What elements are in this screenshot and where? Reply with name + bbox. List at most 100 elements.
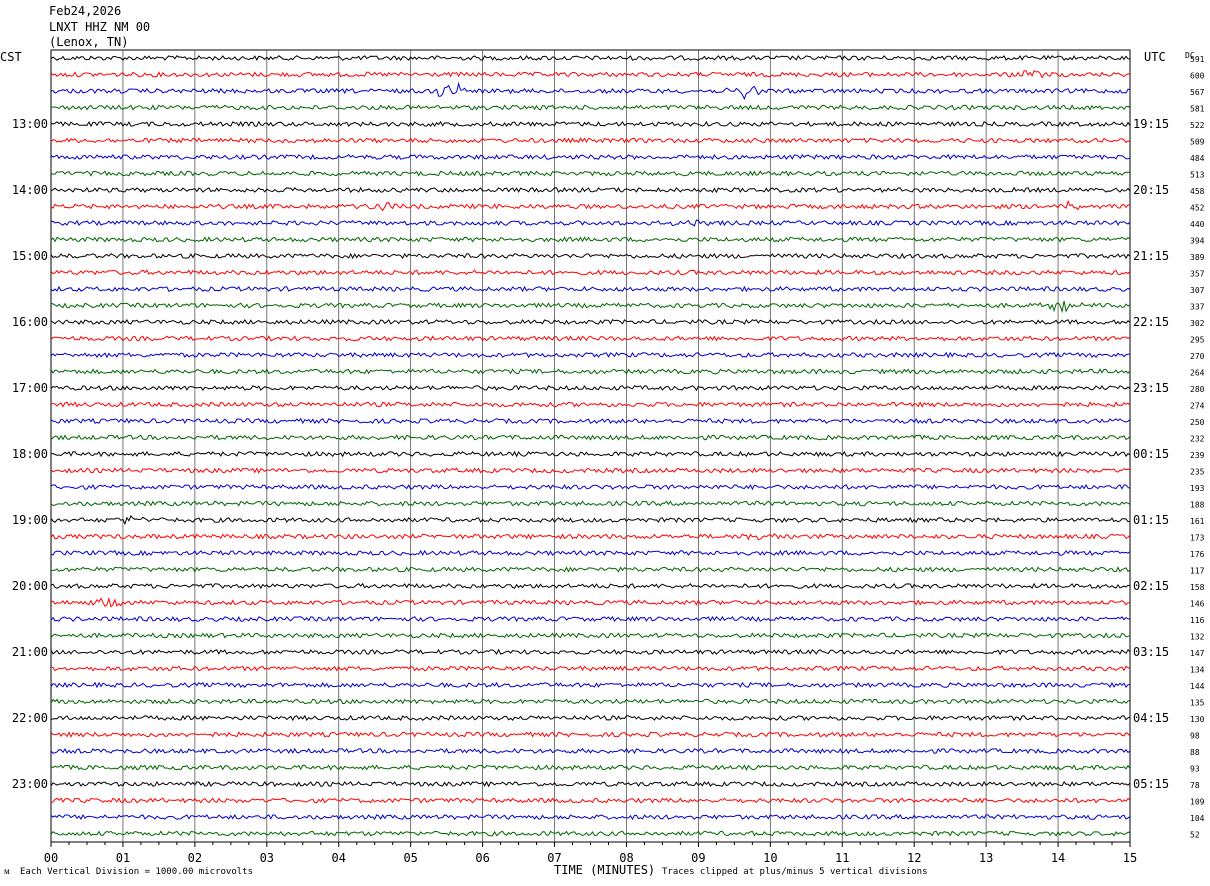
dc-offset-label: 109: [1190, 798, 1205, 807]
dc-offset-label: 134: [1190, 666, 1205, 675]
utc-hour-label: 20:15: [1133, 183, 1169, 197]
seismic-trace: [50, 335, 1131, 342]
seismic-trace: [50, 596, 1131, 608]
dc-offset-label: 135: [1190, 699, 1205, 708]
seismic-trace: [50, 69, 1131, 79]
dc-offset-label: 146: [1190, 600, 1205, 609]
dc-offset-label: 116: [1190, 616, 1205, 625]
dc-offset-label: 98: [1190, 732, 1200, 741]
seismic-trace: [50, 137, 1131, 144]
dc-offset-label: 239: [1190, 451, 1205, 460]
seismic-trace: [50, 813, 1131, 821]
x-axis-label: TIME (MINUTES): [554, 863, 656, 877]
local-hour-label: 13:00: [12, 117, 48, 131]
seismic-trace: [50, 566, 1131, 573]
utc-hour-label: 00:15: [1133, 447, 1169, 461]
dc-offset-label: 52: [1190, 831, 1200, 840]
dc-offset-label: 295: [1190, 336, 1205, 345]
local-hour-label: 23:00: [12, 777, 48, 791]
chart-date: Feb24,2026: [49, 4, 122, 18]
x-tick-label: 15: [1123, 851, 1137, 865]
utc-hour-label: 04:15: [1133, 711, 1169, 725]
x-tick-label: 01: [116, 851, 130, 865]
seismic-trace: [50, 285, 1131, 293]
dc-offset-label: 440: [1190, 220, 1205, 229]
seismic-trace: [50, 120, 1131, 128]
seismic-trace: [50, 434, 1131, 441]
dc-offset-label: 458: [1190, 187, 1205, 196]
dc-offset-label: 235: [1190, 468, 1205, 477]
left-axis-title: CST: [0, 50, 22, 64]
seismic-trace: [50, 318, 1131, 326]
dc-offset-label: 513: [1190, 171, 1205, 180]
x-tick-label: 05: [403, 851, 417, 865]
seismic-trace: [50, 731, 1131, 738]
seismic-trace: [50, 780, 1131, 788]
dc-offset-label: 147: [1190, 649, 1205, 658]
utc-hour-label: 23:15: [1133, 381, 1169, 395]
x-tick-label: 07: [547, 851, 561, 865]
seismic-trace: [50, 797, 1131, 804]
utc-hour-label: 05:15: [1133, 777, 1169, 791]
dc-column-title: DC: [1185, 51, 1195, 60]
chart-station: LNXT HHZ NM 00: [49, 20, 151, 34]
seismic-trace: [50, 698, 1131, 705]
scale-note: Each Vertical Division = 1000.00 microvo…: [20, 867, 253, 877]
seismic-trace: [50, 500, 1131, 507]
seismic-trace: [50, 300, 1131, 314]
utc-hour-label: 03:15: [1133, 645, 1169, 659]
dc-offset-label: 591: [1190, 55, 1205, 64]
seismic-trace: [50, 648, 1131, 656]
dc-offset-label: 78: [1190, 781, 1200, 790]
dc-offset-label: 144: [1190, 682, 1205, 691]
dc-offset-label: 484: [1190, 154, 1205, 163]
local-hour-label: 15:00: [12, 249, 48, 263]
local-hour-label: 14:00: [12, 183, 48, 197]
local-hour-label: 17:00: [12, 381, 48, 395]
seismic-trace: [50, 153, 1131, 161]
dc-offset-label: 232: [1190, 435, 1205, 444]
seismic-trace: [50, 269, 1131, 276]
dc-offset-label: 280: [1190, 385, 1205, 394]
seismic-trace: [50, 747, 1131, 755]
dc-offset-label: 173: [1190, 534, 1205, 543]
seismic-trace: [50, 401, 1131, 408]
dc-offset-label: 130: [1190, 715, 1205, 724]
seismic-trace: [50, 467, 1131, 474]
local-hour-label: 22:00: [12, 711, 48, 725]
dc-offset-label: 522: [1190, 121, 1205, 130]
dc-offset-label: 193: [1190, 484, 1205, 493]
local-hour-label: 18:00: [12, 447, 48, 461]
seismic-trace: [50, 219, 1131, 227]
dc-offset-label: 581: [1190, 105, 1205, 114]
utc-hour-label: 02:15: [1133, 579, 1169, 593]
seismic-trace: [50, 170, 1131, 177]
dc-offset-label: 104: [1190, 814, 1205, 823]
dc-offset-label: 452: [1190, 204, 1205, 213]
x-tick-label: 09: [691, 851, 705, 865]
utc-hour-label: 01:15: [1133, 513, 1169, 527]
plot-frame: [50, 49, 1131, 843]
dc-offset-label: 270: [1190, 352, 1205, 361]
seismic-trace: [50, 483, 1131, 491]
seismic-trace: [50, 764, 1131, 771]
seismic-trace: [50, 632, 1131, 639]
x-tick-label: 13: [979, 851, 993, 865]
utc-hour-label: 19:15: [1133, 117, 1169, 131]
seismic-trace: [50, 186, 1131, 194]
x-tick-label: 14: [1051, 851, 1065, 865]
dc-offset-label: 161: [1190, 517, 1205, 526]
local-hour-label: 20:00: [12, 579, 48, 593]
seismic-trace: [50, 384, 1131, 392]
seismic-trace: [50, 104, 1131, 111]
x-tick-label: 02: [188, 851, 202, 865]
seismic-trace: [50, 81, 1131, 101]
dc-offset-label: 264: [1190, 369, 1205, 378]
seismic-trace: [50, 199, 1131, 212]
dc-offset-label: 274: [1190, 402, 1205, 411]
utc-hour-label: 21:15: [1133, 249, 1169, 263]
seismic-trace: [50, 549, 1131, 557]
dc-offset-label: 302: [1190, 319, 1205, 328]
dc-offset-label: 389: [1190, 253, 1205, 262]
